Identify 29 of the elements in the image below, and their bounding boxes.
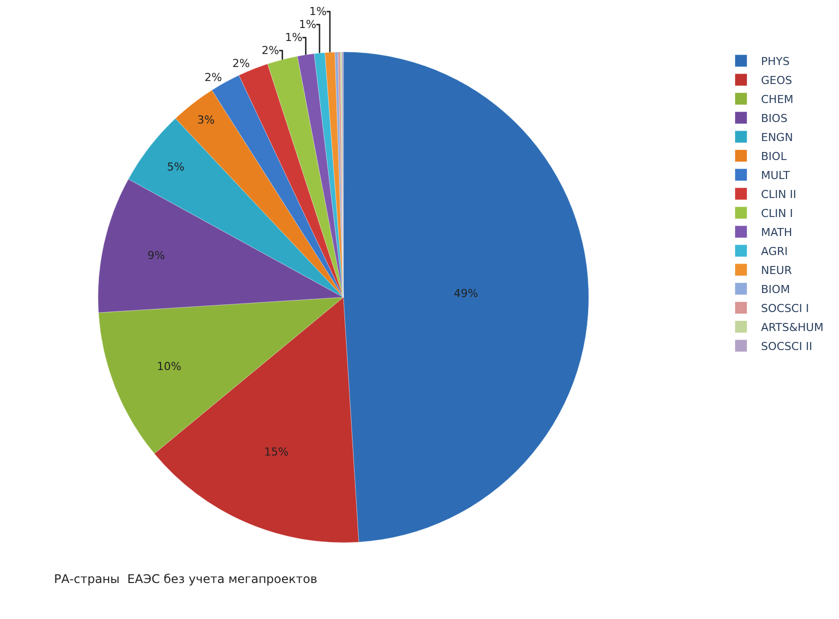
legend-label: MATH — [761, 226, 792, 240]
text: РА-страны ЕАЭС без учета мегапроектов — [54, 572, 318, 586]
data-label: 9% — [147, 248, 165, 262]
data-label: 2% — [204, 70, 222, 84]
legend-label: GEOS — [761, 74, 792, 88]
data-label: 1% — [309, 5, 327, 18]
data-label: 5% — [167, 160, 184, 174]
legend-label: NEUR — [761, 264, 792, 278]
data-label: 2% — [262, 44, 280, 58]
legend-label: ENGN — [761, 131, 793, 144]
legend-label: BIOL — [761, 150, 788, 164]
data-label: 1% — [285, 31, 303, 44]
data-label: 49% — [454, 286, 478, 300]
legend-label: CLIN I — [761, 207, 794, 220]
legend-label: MULT — [761, 169, 790, 182]
legend-label: ARTS&HUM — [761, 321, 824, 334]
legend-label: CHEM — [761, 93, 794, 106]
legend-label: SOCSCI I — [761, 302, 809, 316]
legend-label: CLIN II — [761, 188, 796, 202]
data-label: 10% — [156, 360, 182, 373]
data-label: 15% — [264, 446, 289, 459]
legend-label: BIOS — [761, 112, 788, 126]
data-label: 2% — [232, 57, 250, 70]
legend-label: AGRI — [761, 245, 788, 258]
data-label: 3% — [197, 114, 215, 127]
data-label: 1% — [298, 18, 316, 32]
legend-label: PHYS — [761, 55, 790, 68]
legend-label: SOCSCI II — [761, 340, 812, 354]
legend-label: BIOM — [761, 283, 790, 296]
